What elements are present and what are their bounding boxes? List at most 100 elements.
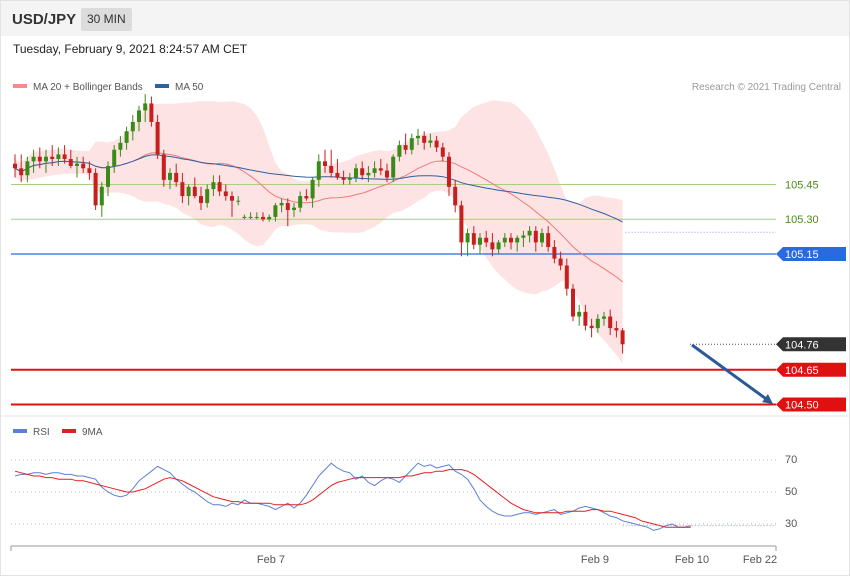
candle-body xyxy=(440,147,445,157)
candle-body xyxy=(304,196,309,199)
candle-body xyxy=(19,168,24,176)
candle xyxy=(496,240,501,254)
candle-body xyxy=(391,156,396,178)
candle xyxy=(527,226,532,243)
candle-body xyxy=(93,172,98,206)
candle xyxy=(50,145,55,166)
forecast-arrow xyxy=(691,343,774,404)
candle-body xyxy=(236,200,241,202)
ma50-legend-label: MA 50 xyxy=(175,82,204,93)
candle-body xyxy=(230,196,234,201)
support-tag xyxy=(776,362,846,377)
candle-body xyxy=(378,168,383,171)
candle xyxy=(577,304,582,326)
candle xyxy=(335,159,340,180)
timeframe-badge[interactable]: 30 MIN xyxy=(81,8,132,31)
candle xyxy=(68,149,73,169)
rsi-ma-line xyxy=(14,469,691,528)
candle xyxy=(137,105,141,132)
candle xyxy=(37,147,42,169)
last-price-label: 104.76 xyxy=(785,339,819,351)
level-tags-layer: 105.45 105.30 105.15 104.76 104.65 104.50 xyxy=(776,180,846,412)
candle xyxy=(106,161,110,197)
candle xyxy=(515,235,520,252)
candle xyxy=(509,233,513,250)
candle xyxy=(378,159,383,176)
candle xyxy=(236,196,241,206)
candle xyxy=(428,133,433,148)
candle xyxy=(329,149,334,178)
candle-body xyxy=(192,186,197,197)
x-tick-feb7: Feb 7 xyxy=(257,554,285,566)
candle-body xyxy=(112,149,117,166)
candle xyxy=(440,142,445,162)
candle-body xyxy=(174,172,179,183)
pivot-tag xyxy=(776,246,846,261)
candle xyxy=(403,133,408,155)
candle xyxy=(211,175,216,197)
candle xyxy=(192,177,197,199)
rsi-tick-30: 30 xyxy=(785,518,797,530)
instrument-symbol: USD/JPY xyxy=(12,11,77,28)
candle-body xyxy=(571,288,575,317)
candle-body xyxy=(459,205,464,243)
candle-body xyxy=(496,242,501,250)
candle xyxy=(546,226,551,252)
candle xyxy=(620,328,625,354)
candle-body xyxy=(106,165,110,187)
candle-body xyxy=(509,237,513,243)
candle xyxy=(608,309,613,336)
candle-body xyxy=(552,247,557,259)
support-label: 104.50 xyxy=(785,400,819,412)
candle xyxy=(99,182,104,217)
candle xyxy=(459,200,464,257)
candle xyxy=(366,165,371,183)
candle-body xyxy=(602,316,606,319)
level-lines-layer xyxy=(11,184,776,406)
candle xyxy=(118,135,123,157)
candle xyxy=(254,212,259,220)
candle-body xyxy=(335,172,340,178)
resistance-label: 105.45 xyxy=(785,180,819,192)
candle-body xyxy=(217,182,222,192)
candle xyxy=(397,140,402,162)
candle-body xyxy=(515,237,520,243)
candle xyxy=(360,161,365,180)
candle-body xyxy=(62,154,67,160)
rsi-legend-label: RSI xyxy=(33,427,50,438)
candle xyxy=(316,154,321,187)
candle xyxy=(248,212,253,220)
resistance-label: 105.30 xyxy=(785,214,819,226)
candle-body xyxy=(527,230,532,236)
x-tick-feb9: Feb 9 xyxy=(581,554,609,566)
candle-body xyxy=(372,168,377,173)
ma50-legend-swatch xyxy=(155,84,169,88)
candle xyxy=(521,230,526,248)
candle xyxy=(13,154,17,178)
rsi-ma-legend-swatch xyxy=(62,429,76,433)
chart-timestamp: Tuesday, February 9, 2021 8:24:57 AM CET xyxy=(13,42,248,56)
candle-body xyxy=(521,235,526,238)
candle-body xyxy=(254,216,259,218)
candle-body xyxy=(360,168,365,176)
candle-body xyxy=(25,161,30,176)
credit-text: Research © 2021 Trading Central xyxy=(692,82,841,93)
candle-body xyxy=(478,237,482,245)
candle xyxy=(502,233,507,248)
bollinger-band-layer xyxy=(15,100,623,364)
rsi-layer xyxy=(11,459,776,531)
candle xyxy=(112,145,117,173)
candle-body xyxy=(87,168,92,173)
candle xyxy=(25,156,30,183)
candle-body xyxy=(292,207,296,210)
candle xyxy=(298,191,303,213)
candle xyxy=(595,314,600,333)
candle-body xyxy=(81,163,86,169)
candle-body xyxy=(558,258,563,266)
candle-body xyxy=(577,311,582,317)
candle-body xyxy=(143,103,148,111)
candle-body xyxy=(242,216,247,218)
rsi-line xyxy=(14,462,691,531)
candle xyxy=(168,168,172,190)
candle xyxy=(490,233,495,257)
